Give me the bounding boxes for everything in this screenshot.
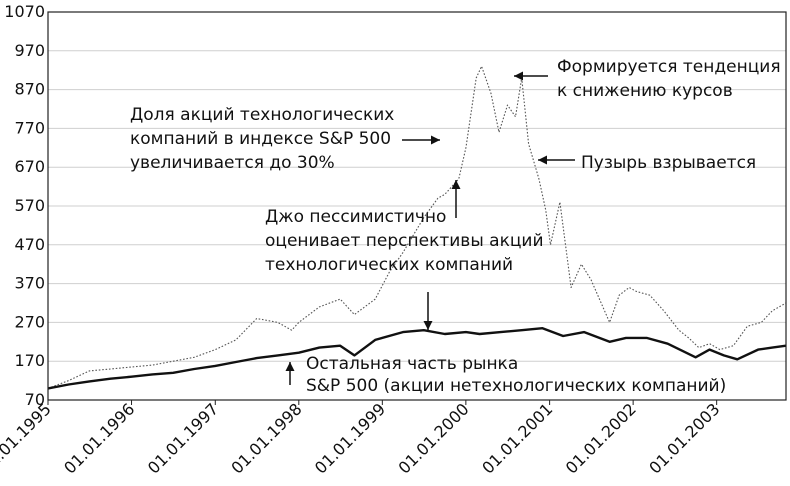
annotation-rest-line-1: Остальная часть рынка: [306, 354, 518, 374]
annotation-downtrend: Формируется тенденция к снижению курсов: [557, 57, 786, 101]
annotation-bubble-bursts-line-1: Пузырь взрывается: [581, 153, 756, 173]
y-tick-label: 970: [14, 41, 45, 60]
x-tick-label: 01.01.1995: [0, 399, 55, 477]
x-tick-label: 01.01.2003: [645, 399, 723, 477]
arrow-joe-head: [423, 321, 433, 330]
y-tick-label: 70: [25, 390, 45, 409]
annotation-tech-share: Доля акций технологических компаний в ин…: [130, 105, 400, 173]
x-tick-label: 01.01.1996: [60, 399, 138, 477]
annotation-joe-line-1: Джо пессимистично: [265, 207, 446, 227]
arrow-rest-of-market-head: [285, 362, 295, 371]
annotation-tech-share-line-1: Доля акций технологических: [130, 105, 394, 125]
annotation-downtrend-line-2: к снижению курсов: [557, 81, 733, 101]
x-tick-label: 01.01.2001: [478, 399, 556, 477]
annotation-joe-pessimistic: Джо пессимистично оценивает перспективы …: [265, 207, 549, 275]
annotation-rest-line-2: S&P 500 (акции нетехнологических компани…: [306, 376, 726, 396]
y-tick-labels: 70 170 270 370 470 570 670 770 870 970 1070: [4, 2, 45, 409]
x-tick-label: 01.01.1998: [227, 399, 305, 477]
x-tick-label: 01.01.2000: [394, 399, 472, 477]
x-tick-label: 01.01.2002: [562, 399, 640, 477]
series-line-tech: [47, 65, 787, 389]
annotation-joe-line-3: технологических компаний: [265, 255, 513, 275]
annotation-tech-share-line-3: увеличивается до 30%: [130, 153, 335, 173]
y-tick-label: 770: [14, 118, 45, 137]
y-tick-label: 170: [14, 351, 45, 370]
y-tick-label: 870: [14, 80, 45, 99]
annotations: Доля акций технологических компаний в ин…: [130, 57, 786, 396]
annotation-joe-line-2: оценивает перспективы акций: [265, 231, 544, 251]
annotation-arrows: [285, 71, 575, 385]
arrow-bubble-up-head: [451, 180, 461, 189]
y-tick-label: 270: [14, 312, 45, 331]
arrow-bubble-bursts-head: [538, 155, 547, 165]
x-tick-label: 01.01.1997: [144, 399, 222, 477]
grid: [48, 50, 786, 362]
series-line-non-tech: [47, 327, 787, 390]
y-tick-label: 1070: [4, 2, 45, 21]
plot-frame: [47, 11, 787, 401]
annotation-tech-share-line-2: компаний в индексе S&P 500: [130, 129, 391, 149]
annotation-bubble-bursts: Пузырь взрывается: [581, 153, 756, 173]
x-tick-label: 01.01.1999: [311, 399, 389, 477]
y-tick-label: 570: [14, 196, 45, 215]
annotation-downtrend-line-1: Формируется тенденция: [557, 57, 781, 77]
y-tick-label: 470: [14, 235, 45, 254]
y-tick-label: 370: [14, 274, 45, 293]
arrow-tech-share-head: [431, 135, 440, 145]
x-tick-labels: 01.01.1995 01.01.1996 01.01.1997 01.01.1998…: [0, 399, 723, 477]
arrow-downtrend-head: [514, 71, 523, 81]
series-lines: [47, 65, 787, 390]
annotation-rest-of-market: Остальная часть рынка S&P 500 (акции нет…: [306, 354, 726, 396]
y-tick-label: 670: [14, 157, 45, 176]
